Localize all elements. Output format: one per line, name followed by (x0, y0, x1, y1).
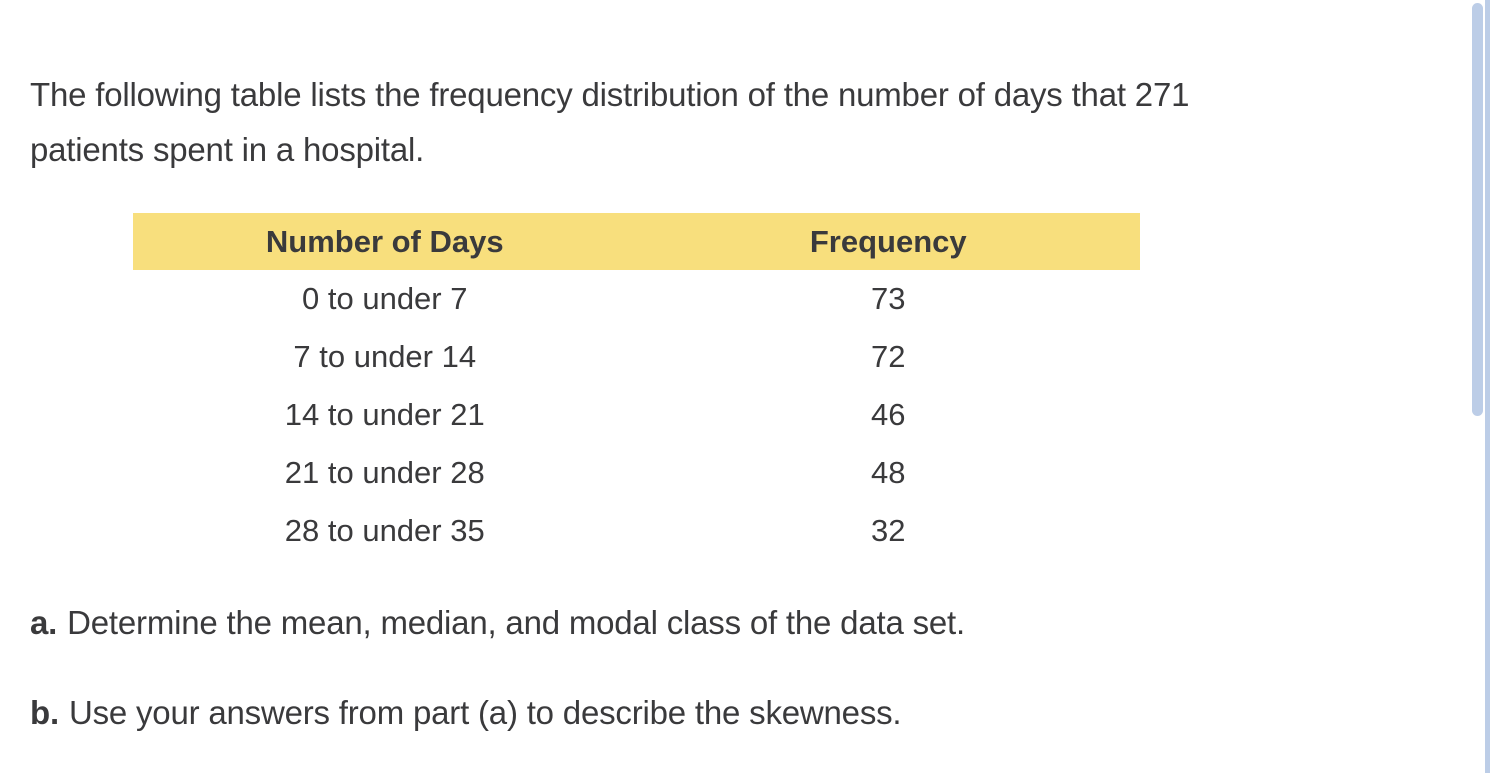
table-row: 21 to under 28 48 (133, 444, 1140, 502)
scrollbar-thumb[interactable] (1472, 3, 1483, 416)
table-row: 0 to under 7 73 (133, 270, 1140, 328)
cell-frequency: 48 (871, 455, 906, 490)
frequency-table: Number of Days Frequency 0 to under 7 73… (133, 213, 1140, 560)
cell-days: 14 to under 21 (284, 397, 485, 432)
cell-frequency: 32 (871, 513, 906, 548)
question-b: b. Use your answers from part (a) to desc… (30, 694, 902, 732)
table-row: 14 to under 21 46 (133, 386, 1140, 444)
table-header-frequency: Frequency (809, 223, 967, 259)
question-a-label: a. (30, 604, 58, 641)
table-header-row: Number of Days Frequency (133, 213, 1140, 270)
cell-frequency: 46 (871, 397, 906, 432)
table-row: 28 to under 35 32 (133, 502, 1140, 560)
cell-frequency: 72 (871, 339, 906, 374)
cell-frequency: 73 (871, 281, 906, 316)
question-a: a. Determine the mean, median, and modal … (30, 604, 965, 642)
cell-days: 0 to under 7 (302, 281, 468, 316)
cell-days: 21 to under 28 (284, 455, 485, 490)
table-row: 7 to under 14 72 (133, 328, 1140, 386)
window-edge-divider (1485, 0, 1490, 773)
cell-days: 28 to under 35 (284, 513, 485, 548)
table-header-days: Number of Days (265, 223, 504, 259)
question-b-text: Use your answers from part (a) to descri… (68, 694, 902, 731)
intro-text: The following table lists the frequency … (30, 76, 1190, 168)
cell-days: 7 to under 14 (293, 339, 477, 374)
question-a-text: Determine the mean, median, and modal cl… (67, 604, 965, 641)
question-b-label: b. (30, 694, 59, 731)
